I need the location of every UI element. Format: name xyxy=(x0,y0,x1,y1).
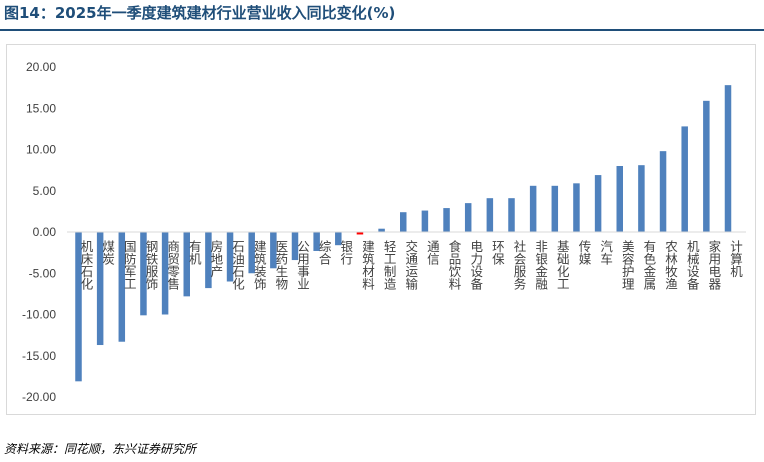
bar xyxy=(248,232,255,274)
bar xyxy=(118,232,126,342)
category-label: 环保 xyxy=(490,240,505,265)
bar xyxy=(681,126,688,232)
category-label: 银行 xyxy=(338,240,353,266)
category-label: 建筑材料 xyxy=(360,240,375,290)
bar xyxy=(313,232,320,251)
category-label: 机床石化 xyxy=(79,240,94,291)
bar xyxy=(486,198,494,232)
y-tick-label: -5.00 xyxy=(29,266,57,280)
category-label: 国防军工 xyxy=(122,240,137,290)
category-label: 有色金属 xyxy=(641,240,656,291)
bar xyxy=(291,232,299,261)
category-label: 基础化工 xyxy=(555,240,570,290)
category-label: 建筑装饰 xyxy=(252,240,267,290)
category-label: 医药生物 xyxy=(273,240,288,291)
y-tick-label: 0.00 xyxy=(33,225,57,239)
bar xyxy=(659,151,667,232)
bar xyxy=(464,203,472,232)
bar xyxy=(638,165,645,232)
category-label: 钢铁服饰 xyxy=(143,240,158,290)
bar xyxy=(400,212,407,232)
y-tick-label: 10.00 xyxy=(26,143,56,157)
bar xyxy=(96,232,104,346)
category-label: 社会服务 xyxy=(512,239,527,290)
bars xyxy=(75,85,732,382)
bar xyxy=(226,232,234,282)
bar xyxy=(508,198,515,232)
bar xyxy=(161,232,169,315)
bar xyxy=(551,185,559,232)
bar xyxy=(270,232,277,269)
bar xyxy=(140,232,147,316)
bar xyxy=(378,228,385,232)
bar xyxy=(75,232,82,382)
bar xyxy=(594,175,602,232)
category-label: 计算机 xyxy=(728,240,743,278)
category-label: 汽车 xyxy=(598,239,613,266)
source-note: 资料来源：同花顺，东兴证券研究所 xyxy=(4,442,197,456)
bar-highlight xyxy=(356,232,364,235)
category-label: 农林牧渔 xyxy=(663,240,678,290)
category-label: 商贸零售 xyxy=(165,239,180,290)
category-label: 食品饮料 xyxy=(447,239,462,290)
category-label: 美容护理 xyxy=(620,240,635,290)
bar xyxy=(335,232,342,246)
bar-chart: 20.00 15.00 10.00 5.00 0.00 -5.00 -10.00 -15.00… xyxy=(22,60,746,404)
category-label: 综合 xyxy=(317,240,332,265)
category-label: 电力设备 xyxy=(468,240,483,291)
y-tick-label: 15.00 xyxy=(26,101,56,115)
category-label: 机械设备 xyxy=(685,240,700,291)
y-tick-label: -20.00 xyxy=(22,390,56,404)
bar xyxy=(421,210,429,232)
y-tick-label: 20.00 xyxy=(26,60,56,74)
category-label: 轻工制造 xyxy=(382,240,397,290)
category-label: 非银金融 xyxy=(533,240,548,291)
figure-title: 图14：2025年一季度建筑建材行业营业收入同比变化(%) xyxy=(4,4,396,22)
y-tick-label: -15.00 xyxy=(22,349,56,363)
category-label: 房地产 xyxy=(208,239,223,278)
bar xyxy=(573,183,580,232)
category-label: 石油石化 xyxy=(230,240,245,291)
category-label: 家用电器 xyxy=(706,239,721,291)
category-label: 传媒 xyxy=(576,239,591,265)
bar xyxy=(703,100,710,232)
category-labels: 机床石化 煤炭 国防军工 钢铁服饰 商贸零售 有机 房地产 石油石化 建筑装饰 医药生物 公用事业综… xyxy=(79,239,744,291)
chart-frame: 20.00 15.00 10.00 5.00 0.00 -5.00 -10.00 -15.00… xyxy=(6,44,756,415)
bar xyxy=(443,208,450,232)
title-underline xyxy=(0,29,764,31)
category-label: 有机 xyxy=(187,240,202,266)
bar xyxy=(616,166,623,232)
bar xyxy=(724,85,732,233)
bar xyxy=(183,232,190,297)
category-label: 公用事业 xyxy=(295,240,310,290)
y-tick-label: 5.00 xyxy=(33,184,57,198)
bar xyxy=(529,185,537,232)
category-label: 交通运输 xyxy=(403,239,418,291)
bar xyxy=(205,232,212,289)
y-tick-label: -10.00 xyxy=(22,308,56,322)
category-label: 煤炭 xyxy=(100,240,115,266)
y-axis: 20.00 15.00 10.00 5.00 0.00 -5.00 -10.00 -15.00… xyxy=(22,60,56,404)
category-label: 通信 xyxy=(425,240,440,266)
